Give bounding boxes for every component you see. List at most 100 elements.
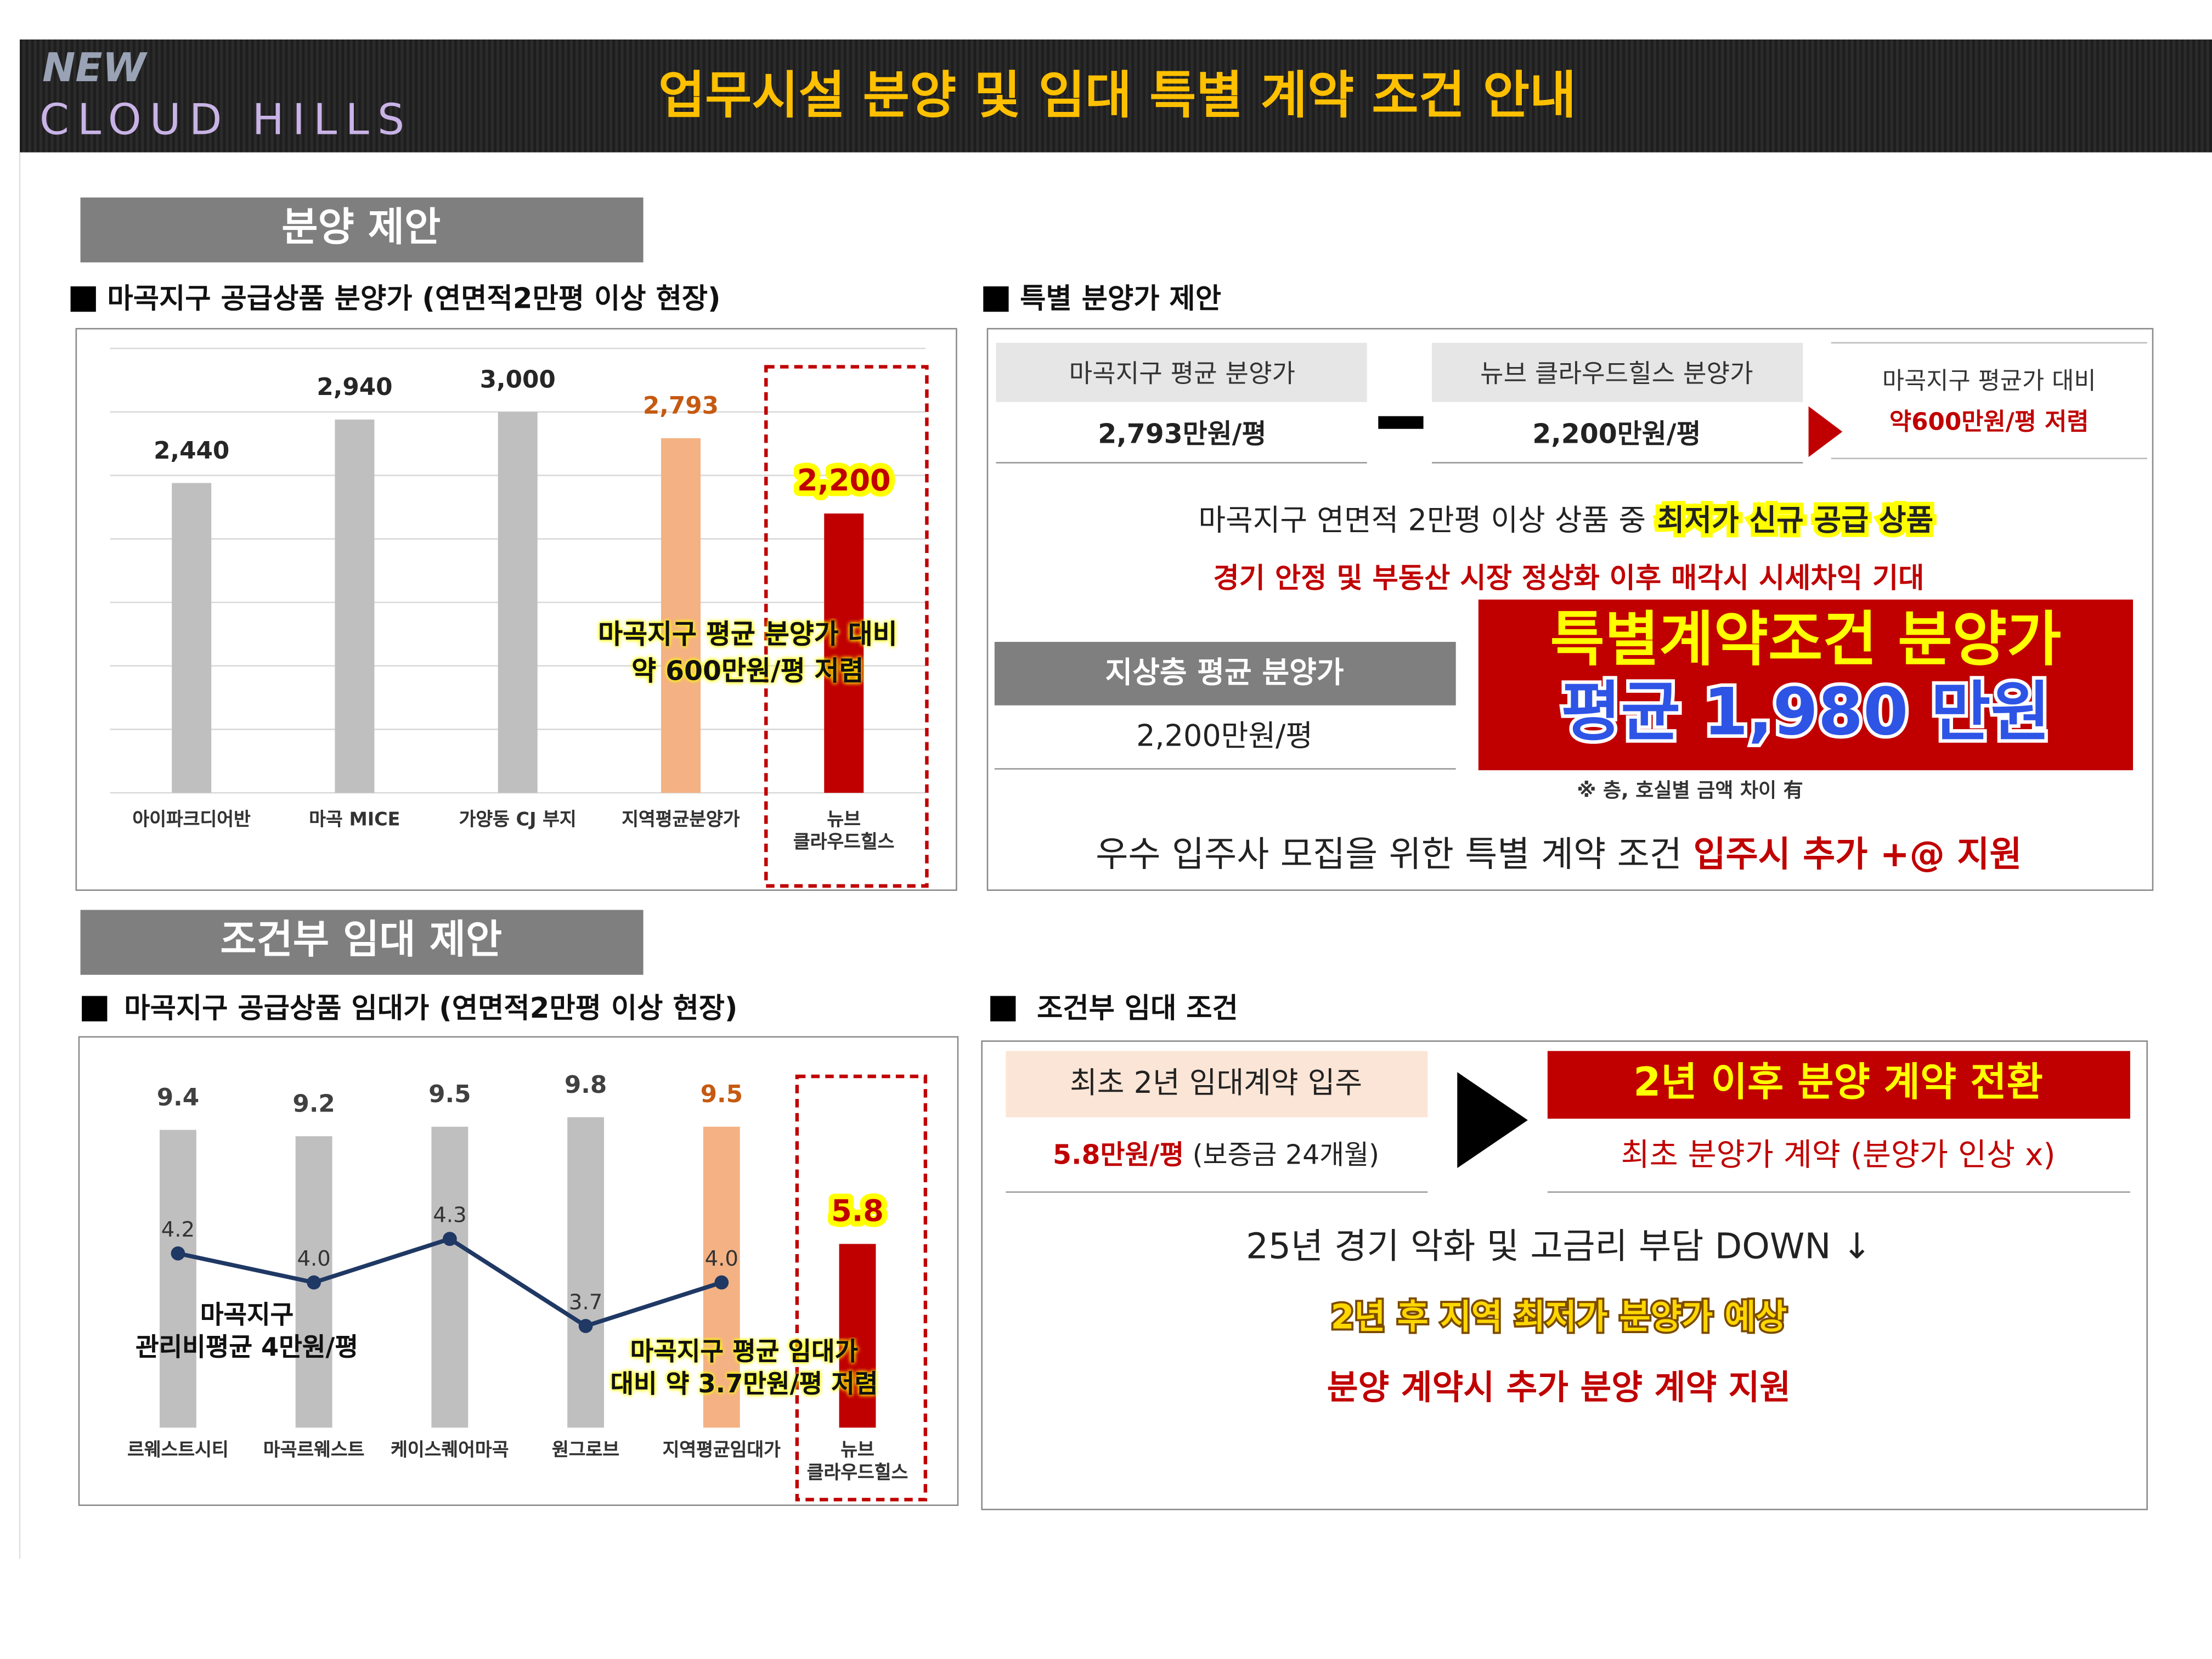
data-label: 9.2 — [292, 1090, 335, 1118]
bar — [824, 514, 864, 793]
cell — [994, 642, 1456, 706]
x-tick-label: 뉴브 클라우드힐스 — [806, 1440, 909, 1485]
logo-bottom: CLOUD HILLS — [40, 95, 413, 145]
x-tick-label-box: 원그로브 — [552, 1440, 620, 1462]
statement: 마곡지구 연면적 2만평 이상 상품 중 최저가 신규 공급 상품 — [1198, 503, 1933, 537]
chart-frame — [78, 1036, 959, 1506]
x-tick-label: 가양동 CJ 부지 — [459, 810, 577, 831]
cell-label: 뉴브 클라우드힐스 분양가 — [1480, 359, 1753, 388]
statement: 우수 입주사 모집을 위한 특별 계약 조건 입주시 추가 +@ 지원 — [1096, 833, 2022, 874]
data-label: 9.8 — [565, 1071, 607, 1099]
cell-value: 2,793만원/평 — [1098, 419, 1266, 450]
x-tick-label-box: 케이스퀘어마곡 — [391, 1440, 509, 1462]
special-title: 특별계약조건 분양가 — [1550, 605, 2062, 674]
chart-frame — [75, 328, 957, 891]
cell-label: 마곡지구 평균 분양가 — [1069, 359, 1296, 388]
caption: 특별 분양가 제안 — [1020, 283, 1221, 315]
cell — [1432, 342, 1803, 402]
point — [171, 1246, 185, 1261]
bullet — [70, 286, 96, 312]
bar — [160, 1130, 196, 1428]
x-tick-label-box: 뉴브 클라우드힐스 — [793, 810, 895, 854]
cell — [996, 342, 1367, 402]
data-label: 4.2 — [161, 1217, 195, 1242]
data-label: 2,200 — [797, 463, 891, 498]
data-label: 3,000 — [480, 365, 556, 393]
arrow — [1808, 406, 1843, 458]
section-heading: 분양 제안 — [281, 204, 441, 250]
note: ※ 층, 호실별 금액 차이 有 — [1577, 780, 1803, 802]
statement-text: 우수 입주사 모집을 위한 특별 계약 조건 — [1096, 833, 1682, 874]
data-label: 2,940 — [317, 373, 392, 401]
annotation: 마곡지구 평균 분양가 대비 약 600만원/평 저렴 — [598, 619, 898, 687]
x-tick-label: 뉴브 클라우드힐스 — [793, 810, 895, 854]
statement-text: 마곡지구 연면적 2만평 이상 상품 중 — [1198, 503, 1646, 537]
annotation: 마곡지구 평균 임대가 대비 약 3.7만원/평 저렴 — [610, 1337, 878, 1399]
bar — [661, 438, 701, 793]
bullet — [990, 996, 1016, 1022]
bar — [431, 1126, 469, 1428]
caption: 조건부 임대 조건 — [1037, 992, 1238, 1025]
x-tick-label-box: 가양동 CJ 부지 — [459, 810, 577, 831]
cell-value: 2,200만원/평 — [1532, 419, 1701, 450]
data-label: 9.4 — [157, 1084, 199, 1111]
annotation-box: 마곡지구 관리비평균 4만원/평 — [136, 1300, 358, 1362]
chart: 르웨스트시티 마곡르웨스트 케이스퀘어마곡 원그로브 지역평균임대가 뉴브 클라우드힐스 9… — [127, 1071, 928, 1502]
header-bar — [20, 40, 2212, 153]
x-tick-label: 지역평균임대가 — [662, 1440, 781, 1462]
highlight-frame — [764, 365, 929, 888]
caption: 마곡지구 공급상품 임대가 (연면적2만평 이상 현장) — [124, 992, 737, 1025]
diff-label: 마곡지구 평균가 대비 — [1882, 367, 2096, 395]
data-label: 4.3 — [433, 1203, 466, 1228]
x-tick-label: 원그로브 — [552, 1440, 620, 1462]
highlight: 최저가 신규 공급 상품 — [1657, 503, 1934, 537]
chart: 아이파크디어반 마곡 MICE 가양동 CJ 부지 지역평균분양가 뉴브 클라우드힐스 2… — [110, 347, 929, 888]
statement: 2년 후 지역 최저가 분양가 예상 — [1331, 1297, 1787, 1336]
highlight-frame — [795, 1074, 928, 1502]
cell-value: 5.8만원/평 (보증금 24개월) — [1053, 1139, 1379, 1171]
section-heading-box — [80, 910, 644, 975]
arrow — [1457, 1072, 1528, 1169]
x-tick-label-box: 르웨스트시티 — [127, 1440, 229, 1462]
cell-value: 최초 분양가 계약 (분양가 인상 x) — [1621, 1137, 2056, 1173]
x-tick-label-box: 뉴브 클라우드힐스 — [806, 1440, 909, 1485]
section-heading-box — [80, 198, 644, 263]
x-tick-label-box: 지역평균분양가 — [622, 810, 740, 831]
cell-value: 2,200만원/평 — [1136, 718, 1313, 753]
x-tick-label: 마곡 MICE — [309, 810, 400, 831]
section-heading: 조건부 임대 제안 — [220, 916, 502, 962]
bar — [498, 411, 538, 793]
data-label: 3.7 — [569, 1290, 602, 1314]
special-price: 평균 1,980 만원 — [1561, 674, 2051, 750]
panel-frame — [981, 1040, 2148, 1510]
data-label: 4.0 — [297, 1246, 330, 1271]
cell-label: 최초 2년 임대계약 입주 — [1070, 1065, 1362, 1100]
x-tick-label-box: 마곡 MICE — [309, 810, 400, 831]
title: 업무시설 분양 및 임대 특별 계약 조건 안내 — [658, 65, 1576, 125]
bullet — [983, 286, 1009, 312]
annotation: 마곡지구 관리비평균 4만원/평 — [136, 1300, 358, 1362]
price: 5.8만원/평 — [1053, 1139, 1184, 1171]
caption: 마곡지구 공급상품 분양가 (연면적2만평 이상 현장) — [107, 283, 720, 315]
x-tick-label-box: 아이파크디어반 — [133, 810, 251, 831]
cell — [1006, 1051, 1428, 1118]
highlight: 입주시 추가 +@ 지원 — [1693, 833, 2022, 874]
point — [307, 1275, 321, 1290]
minus — [1378, 416, 1424, 429]
bar — [335, 419, 375, 793]
point — [578, 1319, 593, 1333]
bar — [172, 483, 212, 793]
x-tick-label: 르웨스트시티 — [127, 1440, 229, 1462]
special-box — [1478, 599, 2133, 770]
panel-frame — [986, 328, 2154, 891]
x-tick-label: 마곡르웨스트 — [263, 1440, 365, 1462]
x-tick-label: 케이스퀘어마곡 — [391, 1440, 509, 1462]
point — [443, 1232, 457, 1246]
point — [714, 1275, 729, 1290]
bar — [839, 1244, 876, 1428]
x-tick-label-box: 지역평균임대가 — [662, 1440, 781, 1462]
note: (보증금 24개월) — [1193, 1139, 1379, 1171]
bullet — [82, 996, 108, 1022]
data-label: 9.5 — [428, 1080, 471, 1108]
diff-value: 약600만원/평 저렴 — [1889, 408, 2089, 436]
